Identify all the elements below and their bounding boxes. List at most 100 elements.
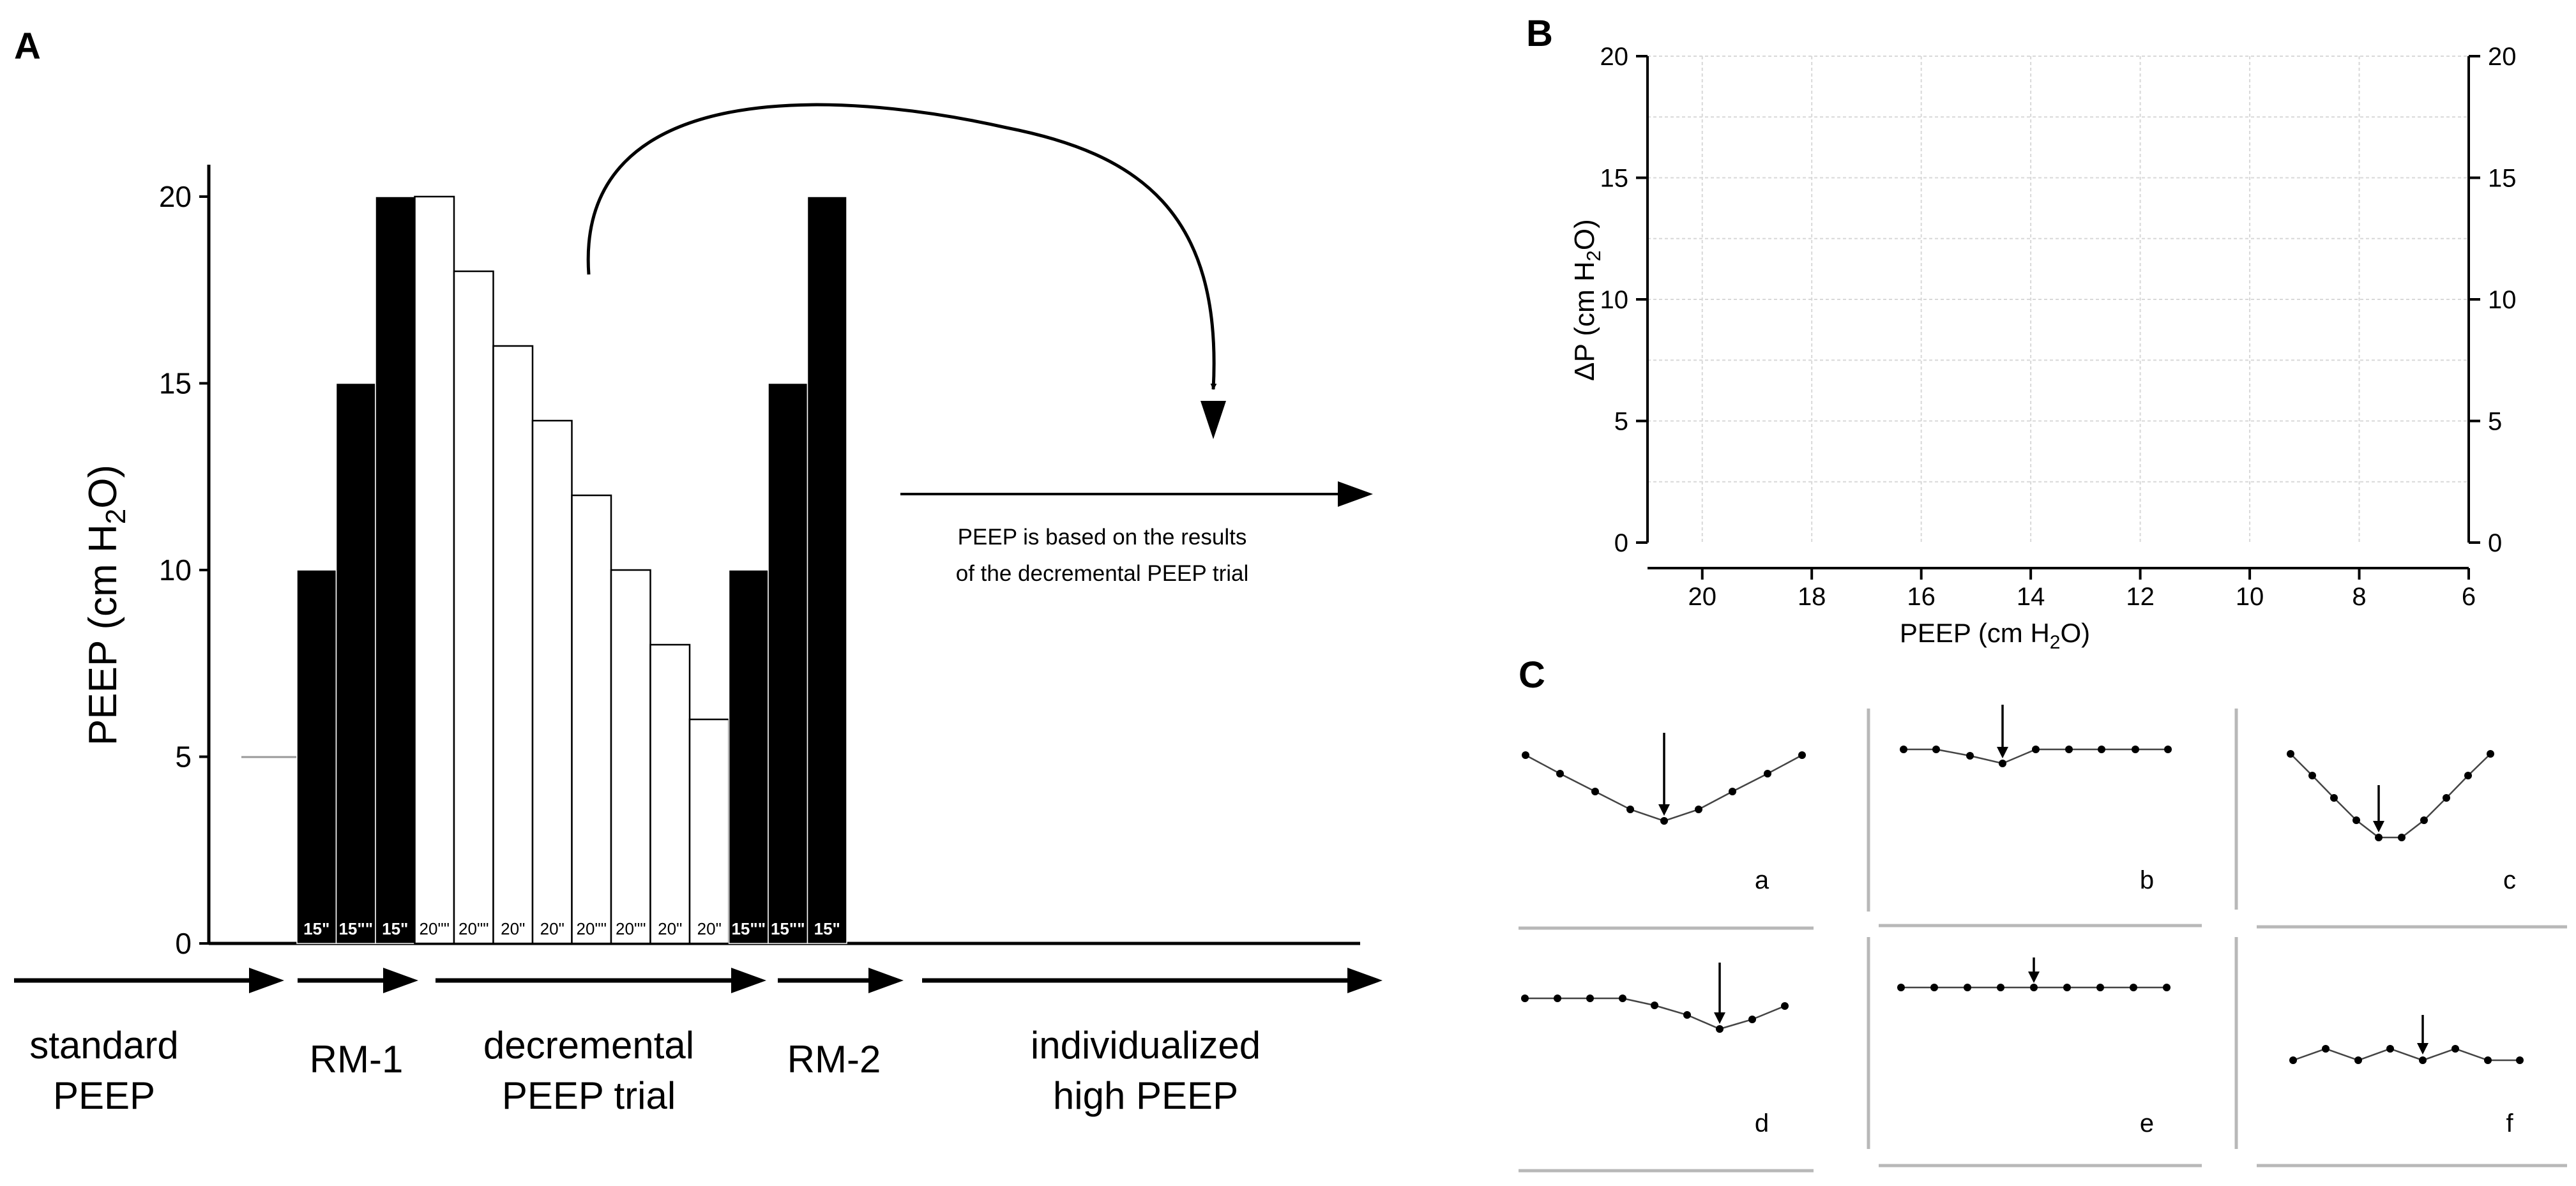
panel-a-curved-arrow-head — [1201, 401, 1226, 439]
pattern-e-point-4 — [2030, 984, 2038, 991]
panel-a-bar-5 — [492, 345, 534, 945]
panel-c-frames — [1519, 709, 2567, 1173]
pattern-b-point-6 — [2098, 746, 2105, 753]
pattern-f-point-6 — [2484, 1056, 2492, 1064]
pattern-c-point-1 — [2308, 772, 2316, 779]
panel-a-bar-1 — [335, 382, 376, 944]
panel-b-y-tick-label-right-4: 20 — [2488, 43, 2517, 71]
pattern-d-point-7 — [1748, 1016, 1756, 1023]
pattern-f-point-5 — [2451, 1045, 2459, 1053]
pattern-d-point-8 — [1781, 1002, 1789, 1010]
pattern-e-point-1 — [1930, 984, 1938, 991]
pattern-b-point-2 — [1966, 752, 1974, 760]
pattern-d-point-4 — [1651, 1002, 1658, 1009]
pattern-c-point-7 — [2443, 794, 2450, 802]
phase-label-rm1: RM-1 — [310, 1038, 404, 1081]
panel-a-bar-duration-11: 15"" — [731, 919, 766, 938]
panel-b-y-tick-label-right-0: 0 — [2488, 529, 2502, 557]
pattern-b-arrow-head — [1997, 747, 2008, 758]
pattern-f-point-2 — [2354, 1056, 2362, 1064]
pattern-e-point-7 — [2130, 984, 2137, 991]
panel-b-y-tick-label-left-4: 20 — [1600, 43, 1629, 71]
phase-arrow-standard-head — [249, 968, 284, 993]
pattern-b-point-1 — [1932, 746, 1940, 753]
pattern-b-point-0 — [1900, 746, 1907, 753]
panel-b-x-tick-label-7: 6 — [2462, 583, 2476, 611]
panel-a-letter: A — [14, 26, 41, 67]
panel-a-y-ticks: 0 5 10 15 20 — [159, 180, 209, 960]
panel-b-x-tick-label-0: 20 — [1688, 583, 1716, 611]
panel-a-y-tick-label-2: 10 — [159, 553, 192, 587]
panel-b-grid — [1648, 56, 2469, 543]
pattern-f-point-7 — [2516, 1056, 2524, 1064]
panel-a-bar-3 — [414, 195, 455, 945]
pattern-e-point-3 — [1997, 984, 2004, 991]
panel-b-letter: B — [1526, 13, 1553, 54]
pattern-f-arrow-head — [2417, 1043, 2428, 1055]
panel-b-y-tick-label-left-2: 10 — [1600, 286, 1629, 314]
panel-a-y-label-sub: 2 — [100, 509, 132, 524]
phase-label-individualized-1: individualized — [1031, 1024, 1261, 1067]
pattern-a-point-2 — [1591, 788, 1599, 795]
phase-label-standard-1: standard — [29, 1024, 179, 1067]
panel-b-axes: 0 0 5 5 10 10 15 15 20 20 20 18 16 14 12 10 8 6 — [1600, 43, 2517, 611]
panel-b-x-tick-label-4: 12 — [2126, 583, 2155, 611]
panel-c: C a b c d e f — [1519, 654, 2567, 1173]
panel-b-x-label-tail: O) — [2060, 618, 2090, 648]
panel-a-bar-duration-4: 20"" — [458, 919, 489, 938]
phase-label-decremental-1: decremental — [483, 1024, 694, 1067]
pattern-c-curve — [2290, 753, 2491, 839]
pattern-d-arrow-head — [1714, 1012, 1725, 1024]
panel-b-x-tick-label-5: 10 — [2236, 583, 2264, 611]
panel-b-x-tick-label-6: 8 — [2352, 583, 2366, 611]
panel-b-y-tick-label-right-3: 15 — [2488, 165, 2517, 193]
pattern-c-point-2 — [2330, 794, 2338, 802]
panel-a-bar-13 — [807, 196, 847, 944]
panel-a-bar-11 — [728, 569, 769, 944]
pattern-c-point-9 — [2487, 750, 2494, 758]
panel-a-bar-duration-0: 15" — [303, 919, 330, 938]
panel-a-bar-duration-3: 20"" — [420, 919, 450, 938]
pattern-e-point-6 — [2096, 984, 2104, 991]
pattern-a-point-6 — [1729, 788, 1736, 795]
panel-a-bar-duration-5: 20" — [501, 919, 525, 938]
pattern-d-point-1 — [1554, 995, 1561, 1002]
pattern-f-letter: f — [2506, 1109, 2513, 1137]
phase-label-decremental-2: PEEP trial — [502, 1074, 676, 1117]
panel-b-x-label-main: PEEP (cm H — [1900, 618, 2050, 648]
panel-a-bar-12 — [768, 382, 808, 944]
pattern-f-point-0 — [2289, 1056, 2297, 1064]
pattern-c-arrow-head — [2373, 821, 2384, 832]
pattern-e-letter: e — [2140, 1109, 2154, 1137]
panel-a-annotation-line-2: of the decremental PEEP trial — [956, 561, 1249, 586]
phase-arrow-rm2-head — [868, 968, 904, 993]
pattern-f-curve — [2292, 1047, 2520, 1062]
panel-a-y-tick-label-4: 20 — [159, 180, 192, 213]
panel-b-y-label-sub: 2 — [1582, 250, 1605, 261]
pattern-b-letter: b — [2140, 866, 2154, 894]
panel-a-bar-6 — [531, 419, 573, 945]
pattern-c-point-0 — [2287, 750, 2294, 758]
panel-b-y-tick-label-left-3: 15 — [1600, 165, 1629, 193]
panel-a-bar-2 — [375, 196, 416, 944]
panel-a-bar-duration-6: 20" — [540, 919, 564, 938]
panel-a-phase-arrows — [14, 968, 1383, 993]
pattern-c-point-8 — [2464, 772, 2472, 779]
pattern-d-point-2 — [1586, 995, 1594, 1002]
panel-a-curved-arrow — [586, 103, 1217, 390]
pattern-a-point-1 — [1556, 770, 1564, 777]
phase-arrow-rm1-head — [383, 968, 418, 993]
pattern-c-point-5 — [2398, 834, 2406, 841]
phase-arrow-decremental-head — [731, 968, 766, 993]
pattern-c-point-4 — [2375, 834, 2383, 841]
panel-c-patterns — [1521, 705, 2524, 1064]
panel-b-y-tick-label-left-1: 5 — [1614, 408, 1628, 436]
panel-a-bar-duration-8: 20"" — [616, 919, 646, 938]
pattern-e-point-8 — [2163, 984, 2171, 991]
phase-label-rm2: RM-2 — [787, 1038, 881, 1081]
pattern-c-point-6 — [2420, 816, 2428, 824]
panel-a-bar-duration-2: 15" — [382, 919, 408, 938]
panel-a-bar-duration-12: 15"" — [771, 919, 805, 938]
panel-a-bar-duration-10: 20" — [697, 919, 722, 938]
panel-a-phase-labels: standard PEEP RM-1 decremental PEEP tria… — [29, 1024, 1261, 1117]
